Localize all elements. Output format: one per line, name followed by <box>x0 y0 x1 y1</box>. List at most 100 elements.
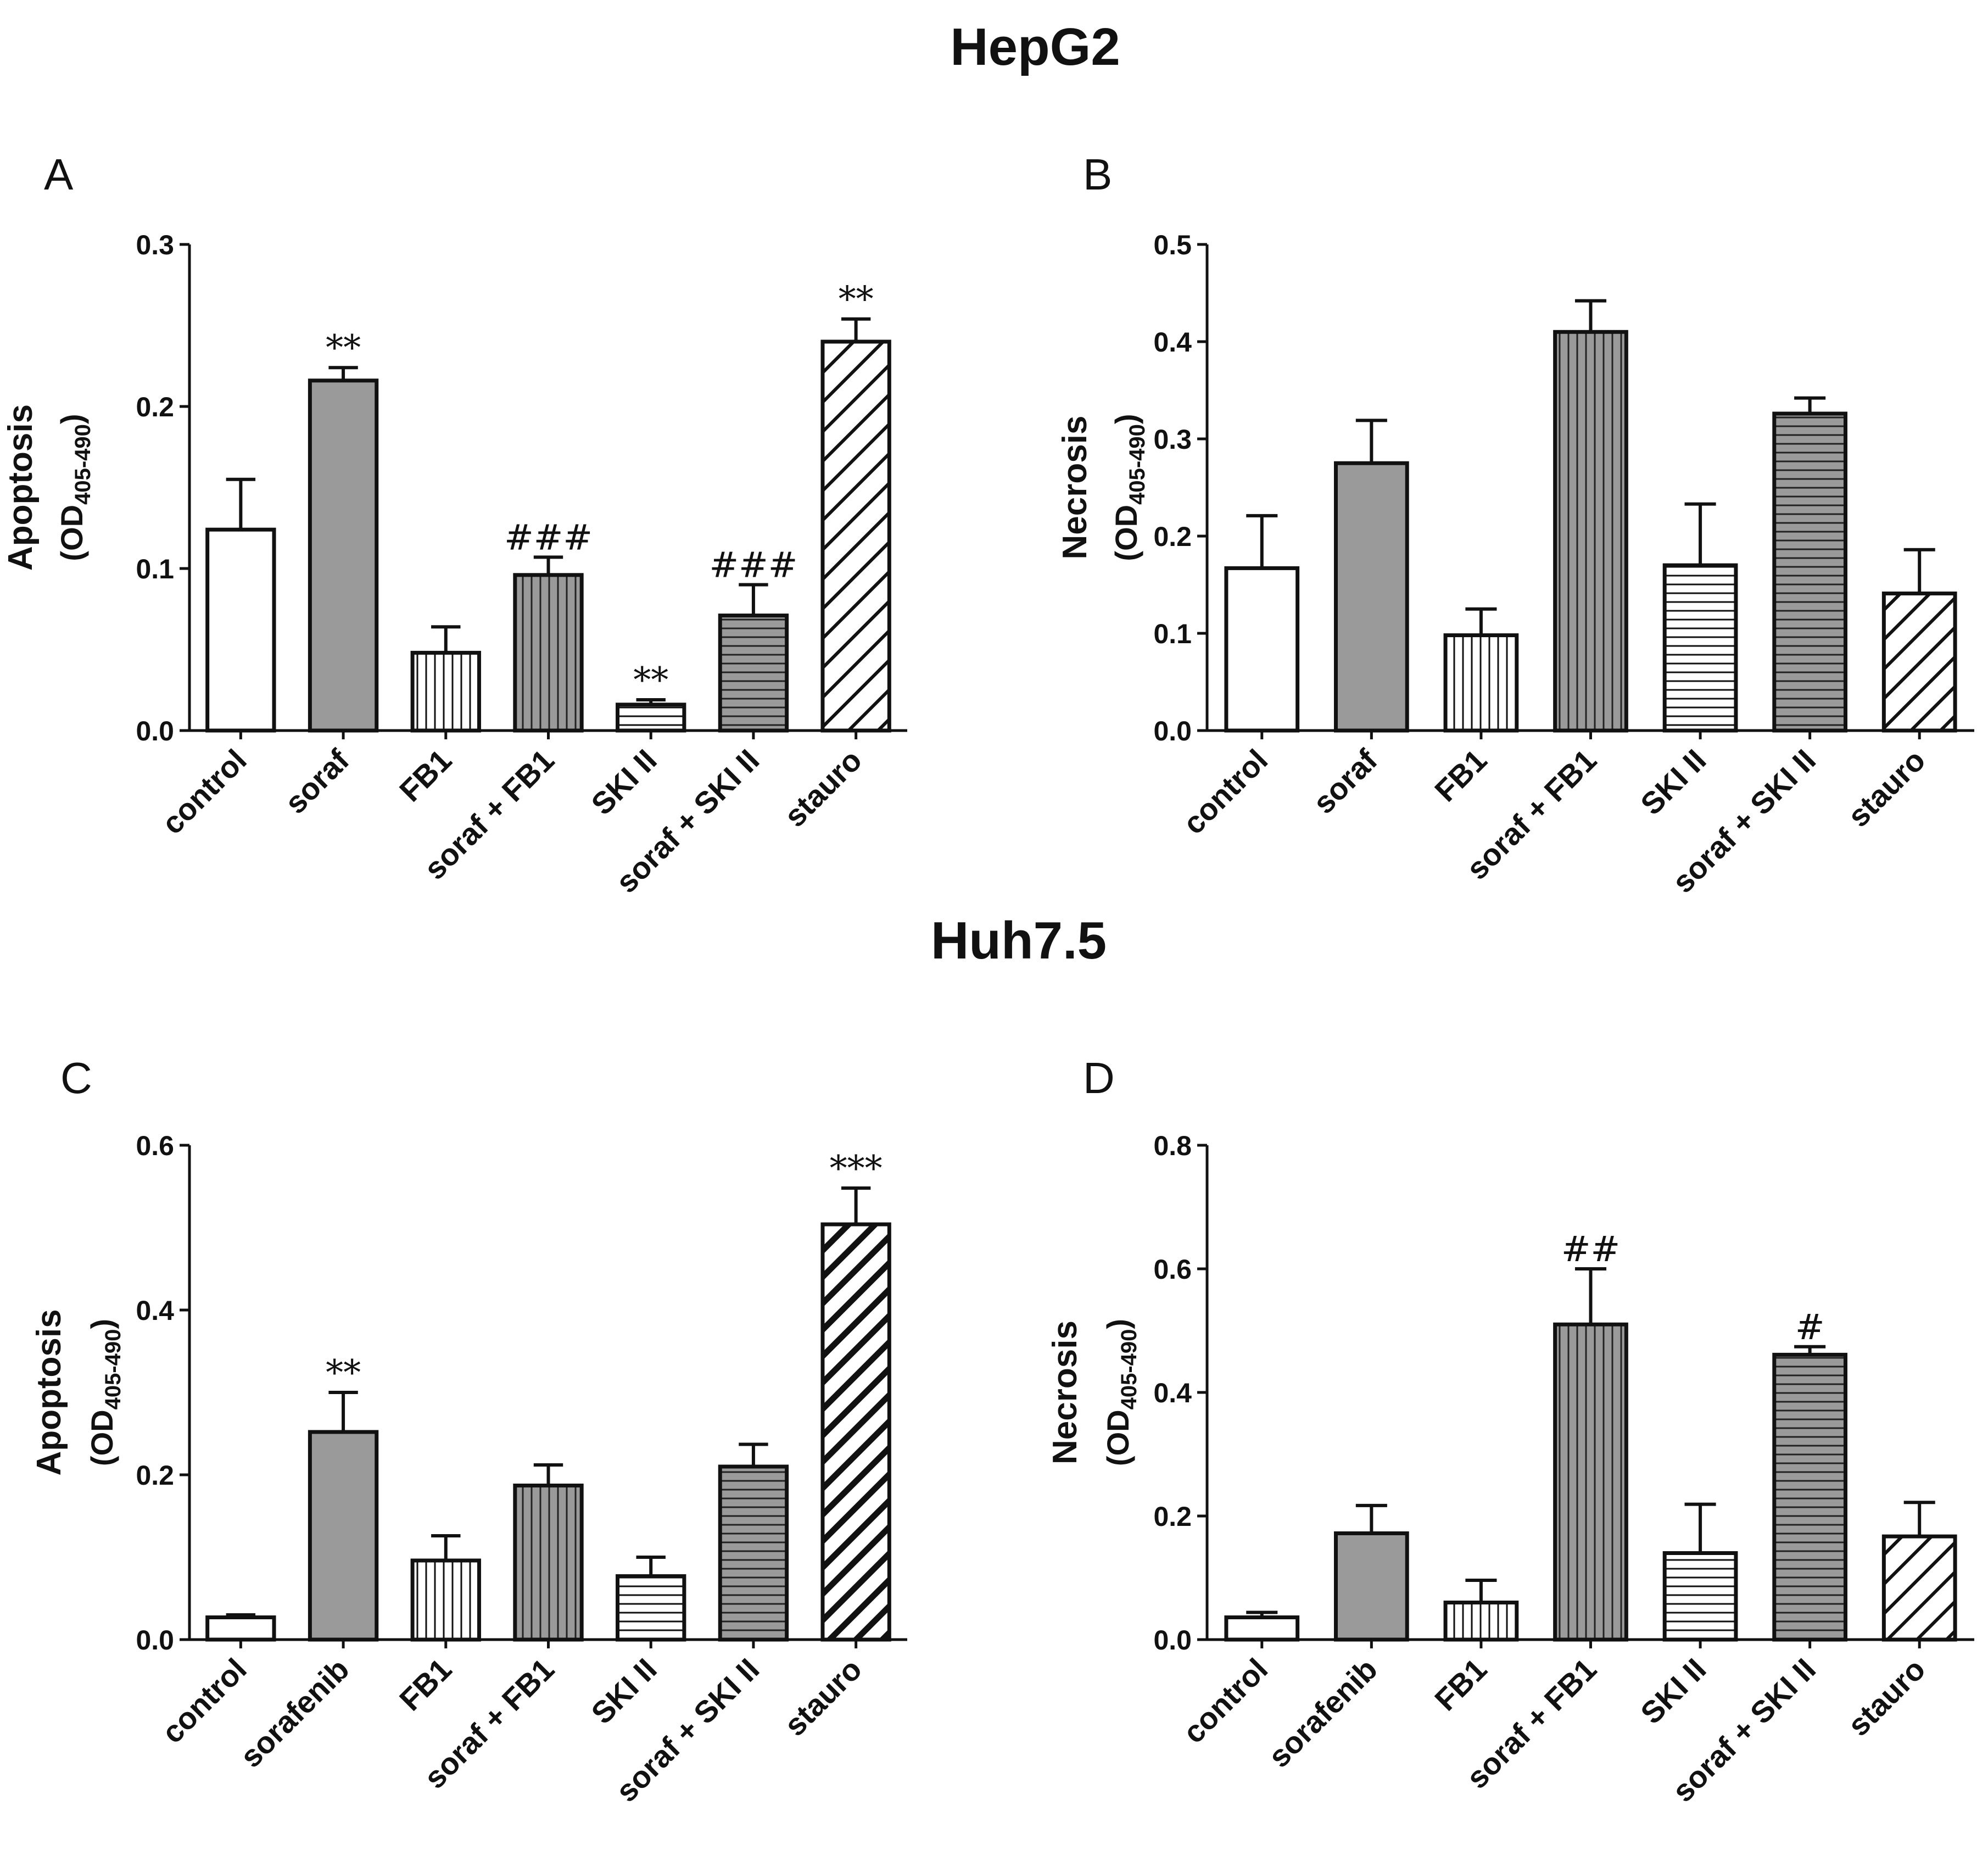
y-axis-unit: (OD405-490) <box>85 1319 125 1466</box>
bar <box>1224 1615 1300 1642</box>
panel-a: A 0.0 0.1 0.2 0.3 Apoptosis (OD405-490) contro… <box>2 150 907 899</box>
significance-label: ### <box>504 517 593 558</box>
significance-label: ** <box>839 280 874 320</box>
x-tick-label: FB1 <box>1428 743 1493 808</box>
x-tick-label: FB1 <box>393 743 458 808</box>
bar <box>1772 411 1848 733</box>
panel-letter-b: B <box>1083 150 1112 199</box>
bar <box>1333 1531 1409 1642</box>
panel-c: C 0.0 0.2 0.4 0.6 Apoptosis (OD405-490) contro… <box>30 1054 907 1808</box>
significance-label: ** <box>633 660 668 701</box>
x-tick-label: stauro <box>778 1652 869 1743</box>
y-unit-subscript: 405-490 <box>101 1329 125 1410</box>
x-tick-label: soraf <box>278 743 356 821</box>
section-title-bottom: Huh7.5 <box>931 911 1107 970</box>
x-tick-label: SKI II <box>1634 1652 1713 1731</box>
bar <box>1662 563 1738 733</box>
x-tick-label: stauro <box>1841 743 1932 834</box>
bar <box>718 614 789 733</box>
x-tick-label: FB1 <box>393 1652 458 1717</box>
y-axis-unit: (OD405-490) <box>1109 414 1149 561</box>
y-tick-label: 0.0 <box>1153 716 1192 746</box>
x-tick-label: SKI II <box>584 743 663 822</box>
bar <box>1333 461 1409 733</box>
x-tick-label: soraf <box>1306 743 1384 821</box>
y-tick-label: 0.2 <box>136 1460 174 1491</box>
y-unit-close: ) <box>1109 414 1143 424</box>
y-axis-label: Necrosis <box>1046 1320 1084 1464</box>
y-unit-close: ) <box>54 414 89 424</box>
y-unit-main: (OD <box>1101 1409 1135 1466</box>
bar <box>1881 1534 1957 1642</box>
x-tick-label: sorafenib <box>1261 1652 1384 1774</box>
y-axis-label: Necrosis <box>1056 416 1094 560</box>
bar <box>1553 1322 1628 1642</box>
significance-label: ** <box>326 1353 361 1394</box>
y-tick-label: 0.6 <box>1153 1254 1192 1285</box>
y-tick-label: 0.3 <box>136 230 174 260</box>
y-tick-label: 0.1 <box>136 554 174 584</box>
x-tick-label: FB1 <box>1428 1652 1493 1717</box>
bar <box>1443 1601 1519 1642</box>
bar <box>820 339 891 733</box>
y-unit-main: (OD <box>54 505 89 561</box>
bar <box>205 527 276 733</box>
bar <box>1443 633 1519 733</box>
y-tick-label: 0.4 <box>1153 327 1192 358</box>
bar <box>410 650 481 733</box>
y-tick-label: 0.2 <box>1153 521 1192 552</box>
x-tick-label: control <box>1176 1652 1275 1750</box>
bar <box>1553 330 1628 733</box>
bar <box>1772 1352 1848 1642</box>
panel-b: B 0.0 0.1 0.2 0.3 0.4 0.5 Necrosis (OD405-490) c… <box>1056 150 1974 899</box>
bar <box>513 573 584 733</box>
bar <box>1662 1551 1738 1642</box>
x-tick-label: control <box>1176 743 1275 841</box>
bar <box>410 1558 481 1642</box>
bar <box>820 1222 891 1642</box>
significance-label: ** <box>326 328 361 369</box>
y-unit-close: ) <box>1101 1319 1135 1329</box>
panel-letter-c: C <box>60 1054 92 1102</box>
x-tick-label: sorafenib <box>233 1652 356 1774</box>
y-tick-label: 0.0 <box>136 1625 174 1656</box>
x-tick-label: control <box>155 743 253 841</box>
significance-label: ## <box>1561 1229 1620 1270</box>
x-tick-label: stauro <box>778 743 869 834</box>
y-tick-label: 0.1 <box>1153 618 1192 649</box>
bar <box>308 378 379 733</box>
y-tick-label: 0.8 <box>1153 1130 1192 1161</box>
y-axis-unit: (OD405-490) <box>1101 1319 1141 1466</box>
bar <box>616 703 686 733</box>
significance-label: *** <box>830 1149 883 1189</box>
panel-letter-d: D <box>1083 1054 1115 1102</box>
x-tick-label: SKI II <box>1634 743 1713 822</box>
bar <box>1224 566 1300 733</box>
y-tick-label: 0.4 <box>136 1295 174 1326</box>
y-tick-label: 0.5 <box>1153 230 1192 260</box>
bar <box>616 1574 686 1642</box>
y-tick-label: 0.4 <box>1153 1378 1192 1408</box>
bar <box>1881 591 1957 733</box>
y-unit-subscript: 405-490 <box>1125 424 1149 505</box>
y-axis-unit: (OD405-490) <box>54 414 95 561</box>
y-axis-label: Apoptosis <box>30 1309 68 1475</box>
x-tick-label: control <box>155 1652 253 1750</box>
panel-letter-a: A <box>44 150 74 199</box>
y-tick-label: 0.0 <box>1153 1625 1192 1656</box>
x-tick-label: stauro <box>1841 1652 1932 1743</box>
y-tick-label: 0.2 <box>136 392 174 422</box>
y-axis-label: Apoptosis <box>2 404 40 571</box>
panel-d: D 0.0 0.2 0.4 0.6 0.8 Necrosis (OD405-490) cont… <box>1046 1054 1974 1808</box>
x-tick-label: SKI II <box>584 1652 663 1731</box>
y-tick-label: 0.0 <box>136 716 174 746</box>
y-unit-main: (OD <box>85 1409 119 1466</box>
significance-label: ### <box>709 545 797 586</box>
significance-label: # <box>1795 1307 1825 1348</box>
y-tick-label: 0.2 <box>1153 1501 1192 1532</box>
y-tick-label: 0.3 <box>1153 424 1192 455</box>
bar <box>205 1615 276 1642</box>
y-unit-main: (OD <box>1109 505 1143 561</box>
section-title-top: HepG2 <box>950 18 1120 76</box>
